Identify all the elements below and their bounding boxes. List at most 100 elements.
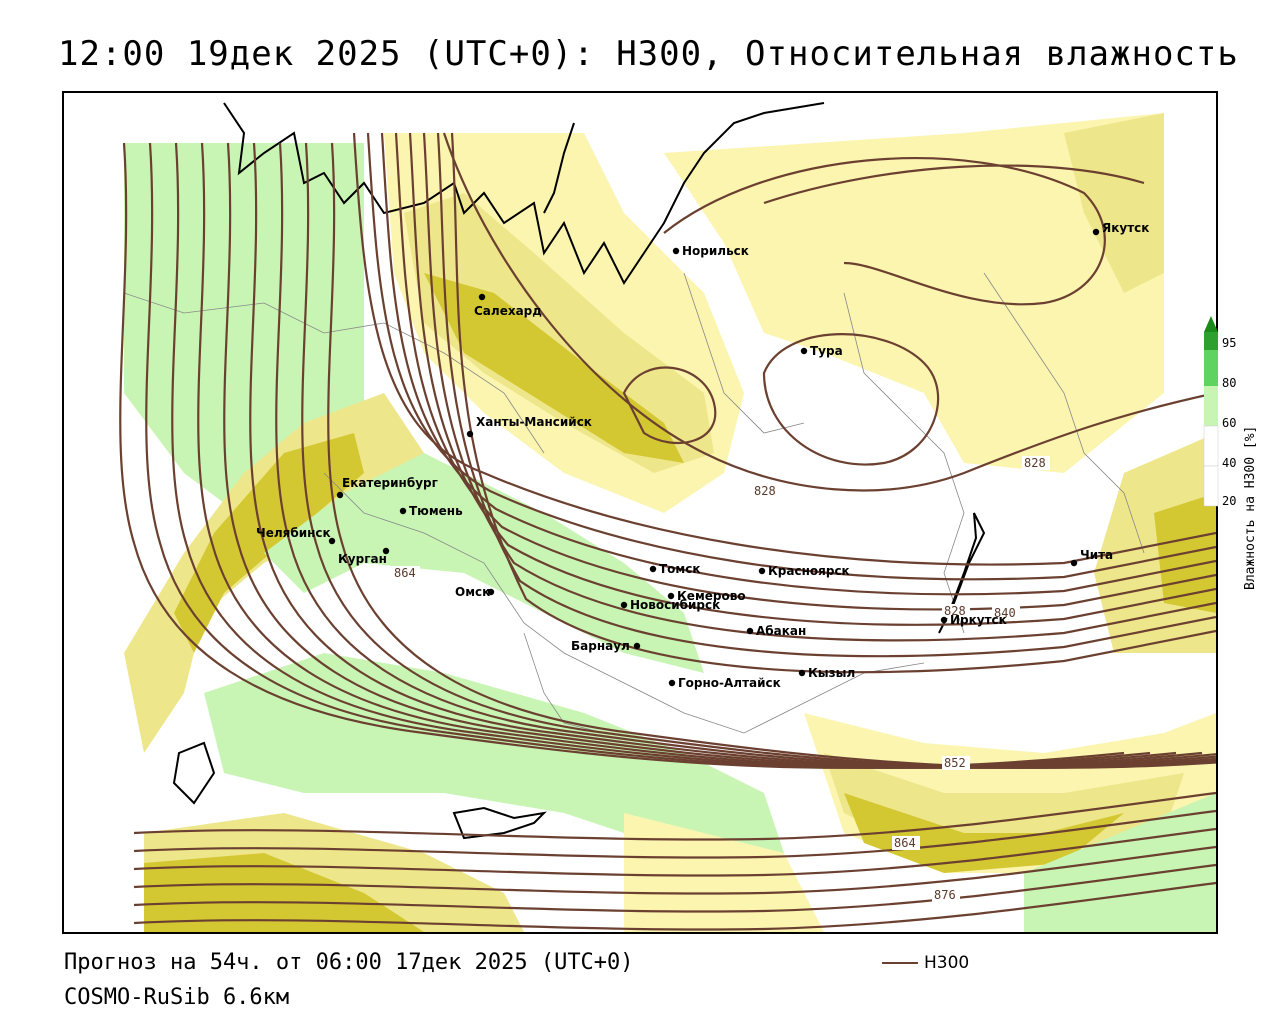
isohypse-line	[352, 132, 1216, 566]
colorbar-40	[1203, 425, 1219, 467]
city-label: Челябинск	[256, 526, 331, 540]
isohypse-label-bg	[892, 836, 920, 850]
isohypse-labels: 828 828 828 840 852 864 876 864	[392, 456, 1050, 902]
isohypse-label: 828	[754, 484, 776, 498]
city-label: Тура	[810, 344, 843, 358]
city-marker	[1092, 228, 1100, 236]
city-label: Омск	[455, 585, 490, 599]
isohypse-line	[133, 827, 1216, 877]
colorbar-tick-40: 40	[1222, 456, 1237, 470]
isohypse-label-bg	[392, 566, 420, 580]
city-label: Барнаул	[571, 639, 630, 653]
city-label: Кемерово	[677, 589, 746, 603]
city-marker	[672, 247, 680, 255]
isohypse-line	[663, 157, 1106, 306]
city-label: Томск	[659, 562, 701, 576]
city-label: Якутск	[1102, 221, 1149, 235]
isohypse-label-bg	[1022, 456, 1050, 470]
city-label: Новосибирск	[630, 598, 720, 612]
isohypse-line	[408, 132, 1216, 626]
isohypse-line	[133, 863, 1216, 913]
city-label: Курган	[338, 552, 387, 566]
colorbar-80	[1204, 350, 1218, 386]
city-label: Кызыл	[808, 666, 855, 680]
city-label: Иркутск	[950, 613, 1007, 627]
city-marker	[633, 642, 641, 650]
city-marker	[667, 592, 675, 600]
isohypse-line	[327, 142, 1216, 769]
isohypse-line	[450, 132, 1216, 674]
isohypse-label: 864	[394, 566, 416, 580]
isohypse-line	[442, 132, 1216, 492]
city-marker	[798, 669, 806, 677]
city-marker	[399, 507, 407, 515]
region-borders	[123, 272, 1145, 734]
city-label: Норильск	[682, 244, 749, 258]
humidity-colorbar	[1203, 316, 1219, 507]
map-title: 12:00 19дек 2025 (UTC+0): H300, Относите…	[58, 34, 1239, 74]
isohypse-label: 828	[944, 604, 966, 618]
isohypse-line	[394, 132, 1216, 611]
city-marker	[800, 347, 808, 355]
city-marker	[1070, 559, 1078, 567]
colorbar-95	[1204, 332, 1218, 350]
isohypse-label: 864	[894, 836, 916, 850]
isohypse-line	[133, 809, 1216, 859]
model-text: COSMO-RuSib 6.6км	[64, 985, 290, 1010]
city-marker	[478, 293, 486, 301]
isohypse-label: 852	[944, 756, 966, 770]
isohypse-line	[436, 132, 1216, 658]
isohypse-line	[763, 164, 1145, 205]
weather-map: 828 828 828 840 852 864 876 864 Норильск Якутск С…	[62, 91, 1218, 934]
city-marker	[382, 547, 390, 555]
isohypse-line	[422, 132, 1216, 642]
isohypse-line	[762, 333, 940, 466]
city-marker	[758, 567, 766, 575]
city-marker	[620, 601, 628, 609]
city-label: Абакан	[756, 624, 806, 638]
colorbar-tick-95: 95	[1222, 336, 1237, 350]
isohypse-line	[133, 845, 1216, 895]
city-marker	[668, 679, 676, 687]
city-label: Горно-Алтайск	[678, 676, 781, 690]
city-marker	[649, 565, 657, 573]
h300-isohypses	[119, 132, 1216, 931]
map-canvas: 828 828 828 840 852 864 876 864 Норильск Якутск С…	[119, 102, 1216, 932]
forecast-text: Прогноз на 54ч. от 06:00 17дек 2025 (UTC…	[64, 950, 634, 975]
colorbar-title: Влажность на H300 [%]	[1243, 425, 1258, 590]
line-legend: H300	[882, 953, 969, 973]
city-marker	[746, 627, 754, 635]
city-label: Красноярск	[768, 564, 850, 578]
isohypse-line	[622, 366, 717, 445]
isohypse-label: 840	[994, 606, 1016, 620]
city-label: Тюмень	[409, 504, 463, 518]
isohypse-line	[133, 881, 1216, 931]
isohypse-label-bg	[752, 484, 780, 498]
isohypse-line	[366, 132, 1216, 581]
city-marker	[487, 588, 495, 596]
city-label: Салехард	[474, 304, 542, 318]
city-label: Чита	[1080, 548, 1113, 562]
colorbar-tick-80: 80	[1222, 376, 1237, 390]
line-legend-label: H300	[924, 953, 970, 973]
colorbar-tick-20: 20	[1222, 494, 1237, 508]
isohypse-label: 828	[1024, 456, 1046, 470]
isohypse-label-bg	[992, 606, 1020, 620]
isohypse-label-bg	[942, 604, 970, 618]
isohypse-label-bg	[932, 888, 960, 902]
isohypse-line	[380, 132, 1216, 596]
city-marker	[328, 537, 336, 545]
isohypse-line	[133, 791, 1216, 841]
coastline	[172, 102, 986, 840]
colorbar-20	[1203, 465, 1219, 507]
city-label: Ханты-Мансийск	[476, 415, 592, 429]
city-markers: Норильск Якутск Салехард Тура Ханты-Мансийск…	[256, 221, 1149, 690]
city-label: Екатеринбург	[342, 476, 438, 490]
city-marker	[336, 491, 344, 499]
city-marker	[940, 616, 948, 624]
colorbar-60	[1204, 386, 1218, 426]
isohypse-label-bg	[942, 756, 970, 770]
colorbar-tick-60: 60	[1222, 416, 1237, 430]
h300-line-swatch	[882, 962, 918, 964]
humidity-field	[124, 113, 1216, 932]
